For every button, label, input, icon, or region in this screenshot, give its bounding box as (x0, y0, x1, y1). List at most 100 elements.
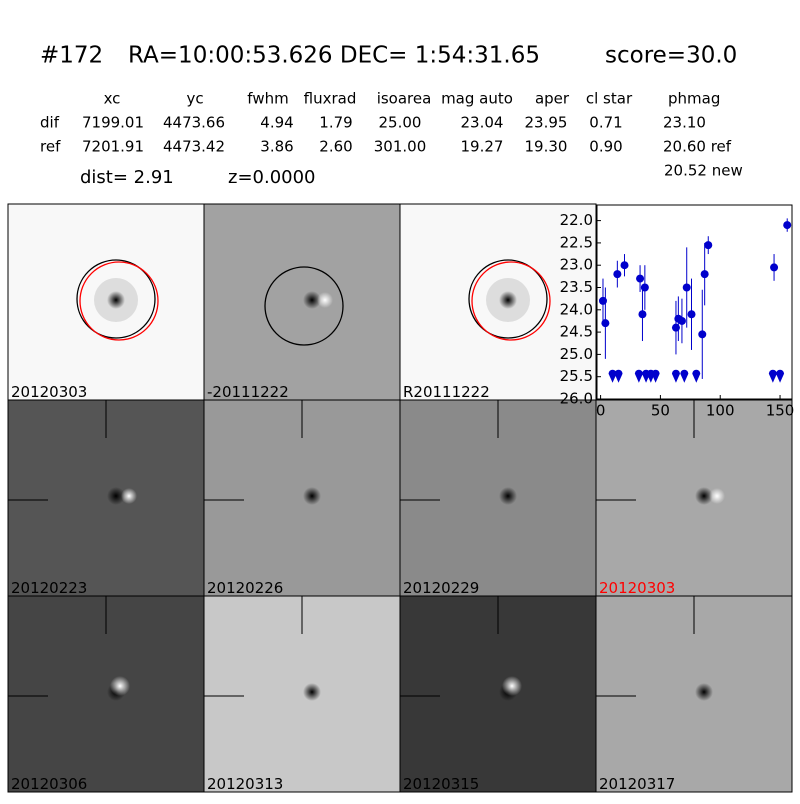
column-header: mag auto (441, 90, 513, 108)
panel-label: 20120313 (207, 775, 283, 793)
circle-ref (468, 259, 548, 339)
y-tick-label: 22.5 (560, 233, 593, 251)
point (783, 221, 792, 230)
circle-ref (264, 266, 344, 346)
column-header: cl star (586, 90, 633, 108)
light-curve: 22.0 22.5 23.0 23.5 24.0 24.5 25.0 25.5 26.00 50 1… (560, 204, 795, 420)
image-panel (203, 203, 401, 401)
source-bright (317, 292, 333, 308)
column-header: yc (186, 90, 203, 108)
point (682, 283, 691, 292)
cell: 23.04 (461, 114, 504, 132)
column-header: fluxrad (304, 90, 357, 108)
new-mag: 20.52 new (664, 162, 743, 180)
point (601, 319, 610, 328)
cell: 4.94 (260, 114, 293, 132)
cell: 20.60 ref (663, 138, 732, 156)
cell: 19.27 (461, 138, 504, 156)
candidate-id: #172 (40, 43, 103, 69)
upper-limit (692, 369, 701, 383)
source (695, 683, 713, 701)
point (620, 261, 629, 270)
circle-ref (76, 259, 156, 339)
x-tick-label: 150 (766, 402, 795, 420)
point (704, 241, 713, 250)
source (107, 487, 125, 505)
panel-label: R20111222 (403, 383, 490, 401)
source-bright (121, 488, 137, 504)
cell: 1.79 (319, 114, 352, 132)
upper-limit (608, 369, 617, 383)
cell: 0.90 (589, 138, 622, 156)
upper-limit (768, 369, 777, 383)
score: score=30.0 (605, 43, 737, 69)
upper-limit (671, 369, 680, 383)
point (636, 274, 645, 283)
cell: 23.95 (525, 114, 568, 132)
redshift: z=0.0000 (228, 167, 316, 188)
source (499, 487, 517, 505)
x-tick-label: 100 (706, 402, 735, 420)
panel-label: 20120223 (11, 579, 87, 597)
point (613, 270, 622, 279)
upper-limit (651, 369, 660, 383)
cell: 25.00 (379, 114, 422, 132)
upper-limit (776, 369, 785, 383)
y-tick-label: 22.0 (560, 211, 593, 229)
source-bright (502, 676, 522, 696)
cell: 3.86 (260, 138, 293, 156)
source (303, 487, 321, 505)
point (677, 316, 686, 325)
source (499, 291, 517, 309)
row-label: dif (40, 114, 60, 132)
cell: 301.00 (374, 138, 427, 156)
y-tick-label: 24.5 (560, 323, 593, 341)
cell: 23.10 (663, 114, 706, 132)
point (638, 310, 647, 319)
upper-limit (614, 369, 623, 383)
point (700, 270, 709, 279)
x-tick-label: 0 (596, 402, 606, 420)
source-bright (110, 676, 130, 696)
column-header: xc (104, 90, 121, 108)
panel-label: 20120306 (11, 775, 87, 793)
row-label: ref (40, 138, 61, 156)
circle-new (471, 261, 551, 341)
panel-label: 20120303 (599, 579, 675, 597)
y-tick-label: 23.0 (560, 256, 593, 274)
x-tick-label: 50 (651, 402, 670, 420)
source (107, 291, 125, 309)
source (695, 487, 713, 505)
cell: 7201.91 (82, 138, 144, 156)
column-header: phmag (668, 90, 720, 108)
point (698, 330, 707, 339)
cell: 19.30 (525, 138, 568, 156)
upper-limit (634, 369, 643, 383)
panel-label: 20120315 (403, 775, 479, 793)
y-tick-label: 25.0 (560, 345, 593, 363)
dist: dist= 2.91 (80, 167, 174, 188)
panel-label: 20120226 (207, 579, 283, 597)
upper-limit (680, 369, 689, 383)
source-bright (709, 488, 725, 504)
panel-label: -20111222 (207, 383, 289, 401)
panels: 20120303 -20111222 R20111222 20120223 201202… (7, 203, 793, 793)
point (687, 310, 696, 319)
y-tick-label: 23.5 (560, 278, 593, 296)
y-tick-label: 26.0 (560, 390, 593, 408)
cell: 0.71 (589, 114, 622, 132)
plot-area (596, 204, 793, 400)
circle-new (79, 261, 159, 341)
source (303, 683, 321, 701)
panel-label: 20120303 (11, 383, 87, 401)
point (770, 263, 779, 272)
column-header: aper (535, 90, 570, 108)
y-tick-label: 25.5 (560, 367, 593, 385)
point (640, 283, 649, 292)
column-header: fwhm (247, 90, 288, 108)
column-header: isoarea (377, 90, 432, 108)
cell: 4473.42 (163, 138, 225, 156)
y-tick-label: 24.0 (560, 300, 593, 318)
panel-label: 20120229 (403, 579, 479, 597)
